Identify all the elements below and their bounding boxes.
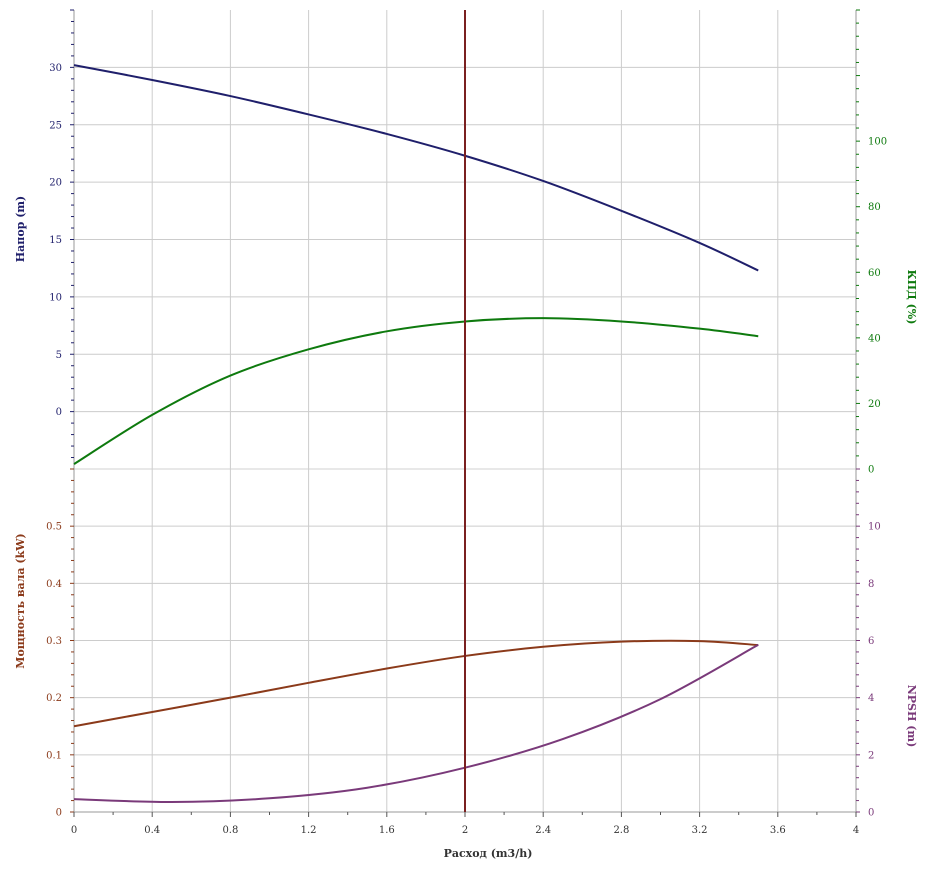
axis-ticks: [70, 9, 860, 817]
x-axis-title-flow: Расход (m3/h): [444, 847, 533, 860]
left-axis-tick-label: 25: [49, 120, 62, 131]
left-axis-tick-label: 0.1: [46, 750, 62, 761]
left-axis-tick-label: 15: [49, 235, 62, 246]
right-axis-tick-label: 8: [868, 579, 874, 590]
right-axis-tick-label: 0: [868, 808, 874, 819]
right-axis-tick-label: 60: [868, 268, 881, 279]
left-axis-tick-label: 5: [56, 350, 62, 361]
x-axis-tick-label: 2: [462, 825, 468, 836]
x-axis-tick-label: 4: [853, 825, 859, 836]
x-axis-tick-label: 3.6: [770, 825, 786, 836]
left-axis-tick-label: 20: [49, 178, 62, 189]
right-axis-tick-label: 2: [868, 750, 874, 761]
right-axis-tick-label: 80: [868, 202, 881, 213]
x-axis-tick-label: 0: [71, 825, 77, 836]
left-axis-tick-label: 10: [49, 292, 62, 303]
right-axis-tick-label: 0: [868, 465, 874, 476]
left-axis-tick-label: 0.4: [46, 579, 62, 590]
shaft-power-curve: [73, 639, 759, 728]
right-axis-tick-label: 100: [868, 137, 887, 148]
right-axis-tick-label: 20: [868, 399, 881, 410]
efficiency-curve: [73, 317, 759, 465]
x-axis-tick-label: 0.8: [222, 825, 238, 836]
x-axis-tick-label: 1.6: [379, 825, 395, 836]
left-axis-tick-label: 0.5: [46, 522, 62, 533]
x-axis-tick-label: 2.8: [613, 825, 629, 836]
right-axis-tick-label: 4: [868, 693, 874, 704]
right-axis-tick-label: 10: [868, 522, 881, 533]
data-series: [73, 64, 759, 803]
x-axis-tick-label: 3.2: [692, 825, 708, 836]
y-axis-title-shaft-power: Мощность вала (kW): [14, 533, 27, 668]
left-axis-tick-label: 0: [56, 808, 62, 819]
x-axis-tick-label: 0.4: [144, 825, 160, 836]
head-curve: [73, 64, 759, 272]
y-axis-title-head: Напор (m): [14, 196, 27, 262]
right-axis-tick-label: 6: [868, 636, 874, 647]
left-axis-tick-label: 0.3: [46, 636, 62, 647]
y-axis-title-efficiency: КПД (%): [905, 270, 918, 325]
y-axis-title-npsh: NPSH (m): [905, 685, 918, 748]
left-axis-tick-label: 30: [49, 63, 62, 74]
left-axis-tick-label: 0.2: [46, 693, 62, 704]
right-axis-tick-label: 40: [868, 333, 881, 344]
npsh-curve: [73, 643, 759, 803]
tick-labels: 05101520253002040608010000.10.20.30.40.5…: [46, 63, 887, 836]
left-axis-tick-label: 0: [56, 407, 62, 418]
x-axis-tick-label: 1.2: [301, 825, 317, 836]
x-axis-tick-label: 2.4: [535, 825, 551, 836]
